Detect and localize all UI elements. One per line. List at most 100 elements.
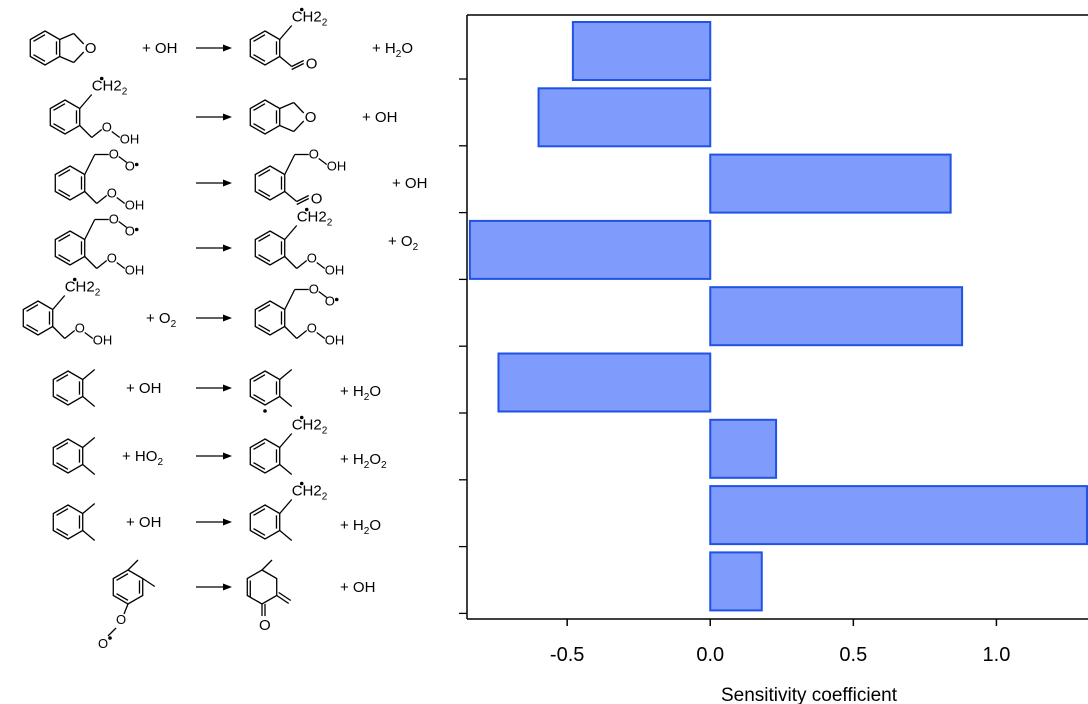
x-tick-label: 1.0 bbox=[983, 644, 1011, 666]
bond bbox=[293, 120, 305, 132]
chart-ticks: -0.5 0.0 0.5 1.0 bbox=[550, 619, 1010, 666]
radical-dot bbox=[334, 297, 339, 302]
bond bbox=[276, 594, 290, 605]
bond bbox=[296, 194, 310, 203]
chem-label: O bbox=[307, 321, 317, 336]
reaction-arrow bbox=[196, 518, 232, 526]
chem-label: O bbox=[107, 251, 117, 266]
bond bbox=[261, 559, 273, 571]
chem-label: O bbox=[75, 321, 85, 336]
bond bbox=[96, 259, 108, 270]
bond bbox=[296, 259, 308, 270]
reaction-arrow bbox=[196, 384, 232, 392]
bar bbox=[497, 352, 712, 413]
bond bbox=[279, 499, 293, 514]
co-reactant: + OH bbox=[126, 380, 161, 397]
bond bbox=[316, 261, 326, 270]
reaction-arrow bbox=[196, 179, 232, 187]
radical-dot bbox=[134, 227, 139, 232]
chem-label: O bbox=[307, 251, 317, 266]
x-tick-label: 0.0 bbox=[696, 644, 724, 666]
bond bbox=[284, 225, 298, 240]
bond bbox=[116, 261, 126, 270]
benzene-ring bbox=[52, 438, 84, 474]
bond bbox=[296, 329, 308, 340]
bond bbox=[84, 191, 98, 204]
chem-formula: CH22 bbox=[292, 483, 328, 503]
chem-label: OH bbox=[327, 159, 347, 174]
bond bbox=[291, 59, 305, 68]
bond bbox=[111, 130, 121, 139]
radical-dot bbox=[263, 409, 267, 413]
bond bbox=[82, 464, 96, 475]
bond bbox=[82, 369, 96, 380]
x-tick-label: -0.5 bbox=[550, 644, 584, 666]
bar bbox=[468, 219, 712, 280]
bond bbox=[118, 155, 128, 164]
reaction-arrow bbox=[196, 44, 232, 52]
chem-label: OH bbox=[93, 333, 113, 348]
x-axis-title: Sensitivity coefficient bbox=[721, 685, 898, 704]
chem-label: OH bbox=[325, 333, 345, 348]
bond bbox=[73, 51, 85, 63]
bond bbox=[318, 157, 328, 166]
bond bbox=[279, 101, 294, 110]
bar bbox=[709, 286, 964, 347]
bond bbox=[318, 290, 328, 299]
reaction-arrow bbox=[196, 113, 232, 121]
bond bbox=[316, 331, 326, 340]
chem-label: O bbox=[109, 147, 119, 162]
chem-label: O bbox=[325, 294, 335, 309]
radical-dot bbox=[299, 7, 304, 12]
co-reactant: + H2O bbox=[340, 517, 381, 537]
bond bbox=[118, 220, 128, 229]
chem-label: OH bbox=[325, 263, 345, 278]
bond bbox=[82, 503, 96, 514]
chem-label: OH bbox=[125, 263, 145, 278]
reaction-arrow bbox=[196, 244, 232, 252]
bond bbox=[107, 627, 117, 637]
bond bbox=[279, 25, 293, 40]
chem-label: O bbox=[305, 109, 317, 126]
bond bbox=[59, 32, 74, 41]
co-reactant: + H2O bbox=[372, 40, 413, 60]
chem-formula: CH22 bbox=[92, 78, 128, 98]
bond bbox=[79, 94, 93, 109]
bond bbox=[84, 256, 98, 269]
chem-label: O bbox=[98, 636, 108, 651]
x-tick-label: 0.5 bbox=[839, 644, 867, 666]
bar bbox=[571, 21, 712, 81]
chem-label: O bbox=[306, 56, 318, 73]
bond bbox=[278, 591, 292, 602]
bond bbox=[279, 124, 294, 133]
radical-dot bbox=[134, 162, 139, 167]
chem-label: O bbox=[125, 224, 135, 239]
co-reactant: + HO2 bbox=[122, 448, 163, 468]
chem-formula: CH22 bbox=[292, 417, 328, 437]
bond bbox=[84, 219, 96, 240]
bond bbox=[284, 326, 298, 339]
bar bbox=[709, 551, 763, 612]
bond bbox=[123, 603, 129, 615]
bond bbox=[284, 256, 298, 269]
co-reactant: + O2 bbox=[388, 233, 419, 253]
radical-dot bbox=[304, 207, 309, 212]
bond bbox=[284, 289, 296, 310]
bond bbox=[82, 530, 96, 541]
chem-formula: CH22 bbox=[297, 209, 333, 229]
chem-label: O bbox=[85, 40, 97, 57]
bond bbox=[279, 464, 293, 475]
radical-dot bbox=[299, 481, 304, 486]
bond bbox=[84, 331, 94, 340]
co-reactant: + H2O bbox=[340, 383, 381, 403]
bar bbox=[709, 485, 1088, 546]
co-reactant: + OH bbox=[340, 579, 375, 596]
chem-label: O bbox=[102, 120, 112, 135]
reaction-arrow bbox=[196, 314, 232, 322]
bond bbox=[96, 194, 108, 205]
chem-label: O bbox=[309, 282, 319, 297]
bar bbox=[709, 418, 778, 479]
chem-formula: CH22 bbox=[292, 9, 328, 29]
